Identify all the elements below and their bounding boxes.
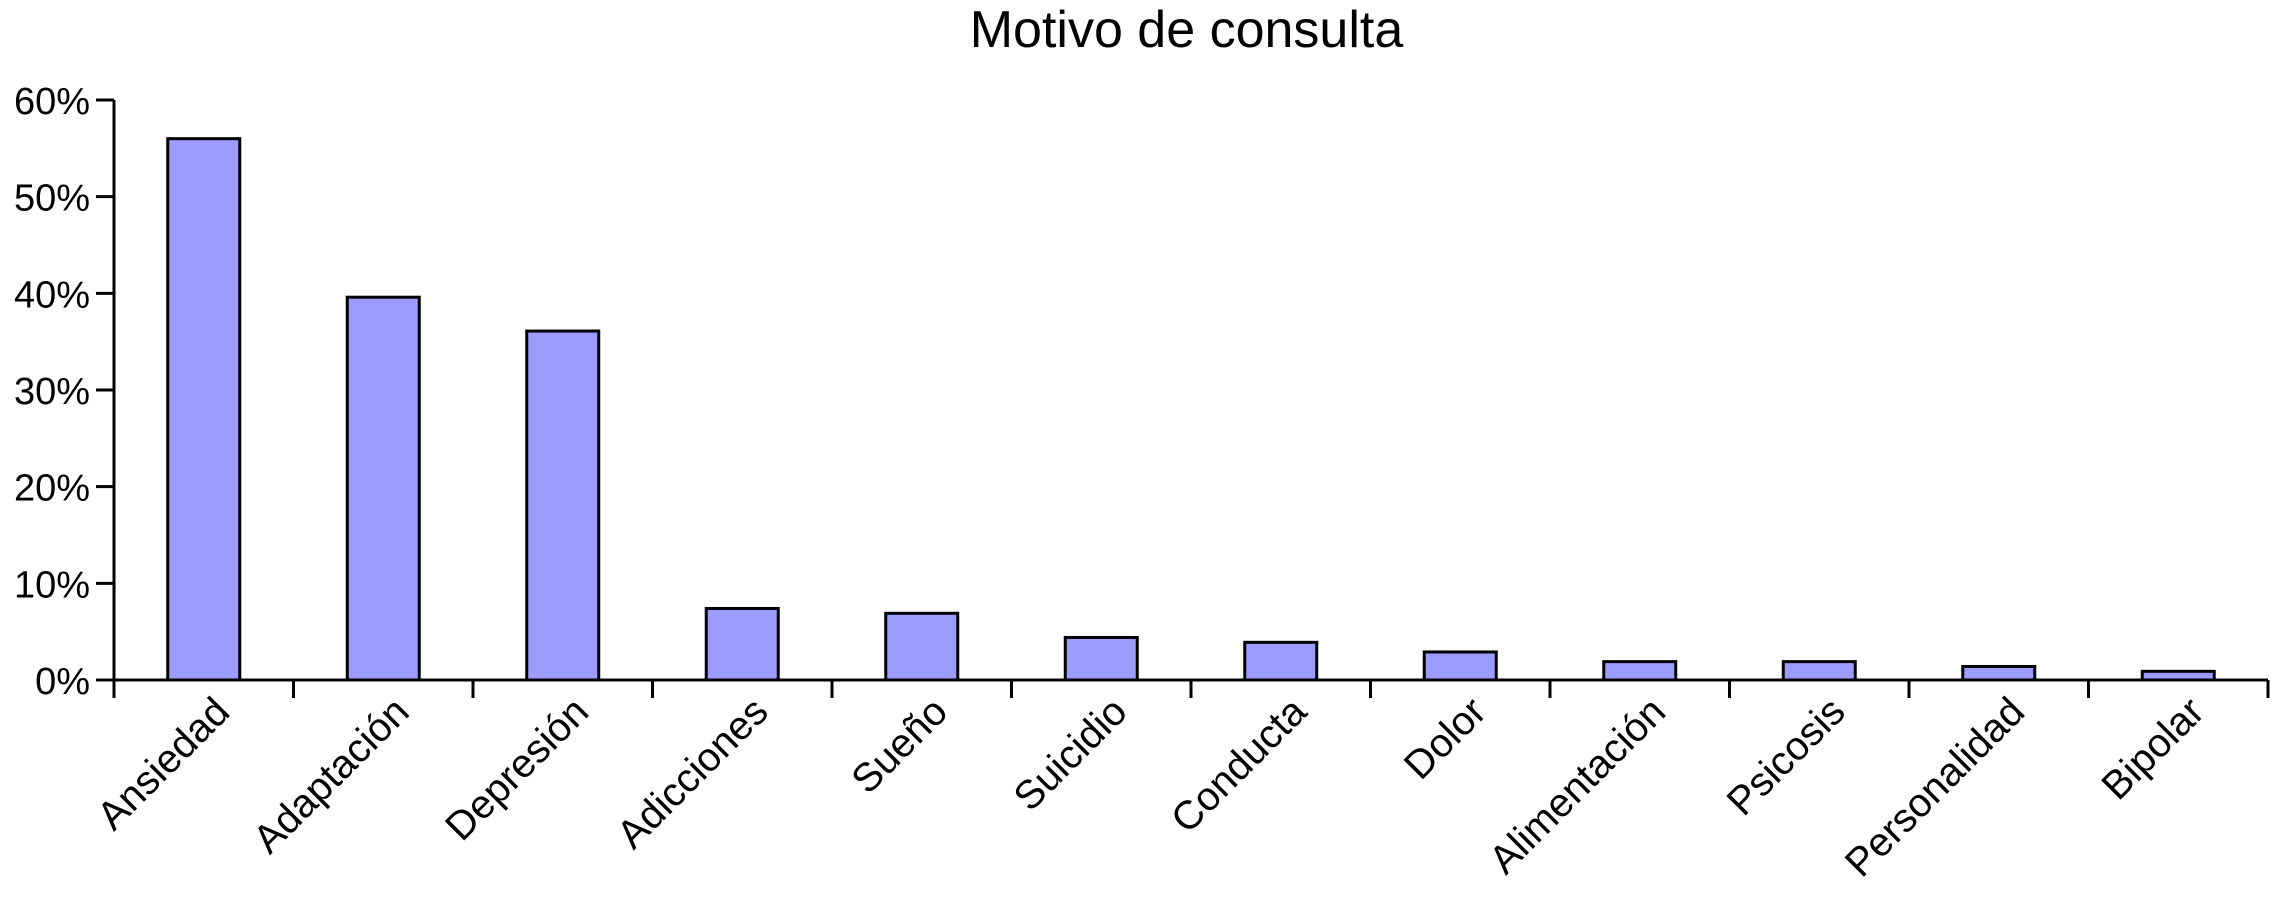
y-tick-label: 30% <box>14 371 90 413</box>
bar-9 <box>1602 660 1678 682</box>
x-tick-label: Alimentación <box>1481 689 1674 882</box>
x-tick-label: Depresión <box>437 689 597 849</box>
x-tick-label: Adicciones <box>609 689 777 857</box>
bar-11 <box>1961 664 2037 682</box>
x-tick-label: Dolor <box>1396 689 1495 788</box>
bar-3 <box>525 329 601 682</box>
x-tick-label: Suicidio <box>1005 689 1135 819</box>
x-tick-label: Sueño <box>843 689 956 802</box>
x-tick-label: Ansiedad <box>89 689 238 838</box>
bar-1 <box>166 137 242 682</box>
y-tick-label: 20% <box>14 468 90 510</box>
chart-title: Motivo de consulta <box>969 1 1404 59</box>
bar-7 <box>1243 640 1319 682</box>
x-tick-label: Adaptación <box>245 689 418 862</box>
bar-5 <box>884 611 960 682</box>
y-tick-label: 0% <box>35 661 90 703</box>
x-tick-label: Personalidad <box>1837 689 2033 885</box>
bar-10 <box>1781 660 1857 682</box>
bar-2 <box>345 295 421 682</box>
bar-4 <box>704 606 780 682</box>
bar-6 <box>1063 635 1139 682</box>
y-tick-label: 10% <box>14 564 90 606</box>
y-tick-label: 60% <box>14 81 90 123</box>
x-tick-label: Bipolar <box>2093 689 2212 808</box>
x-tick-label: Psicosis <box>1719 689 1854 824</box>
y-tick-label: 40% <box>14 274 90 316</box>
x-tick-label: Conducta <box>1163 689 1316 842</box>
y-tick-label: 50% <box>14 178 90 220</box>
bar-8 <box>1422 650 1498 682</box>
